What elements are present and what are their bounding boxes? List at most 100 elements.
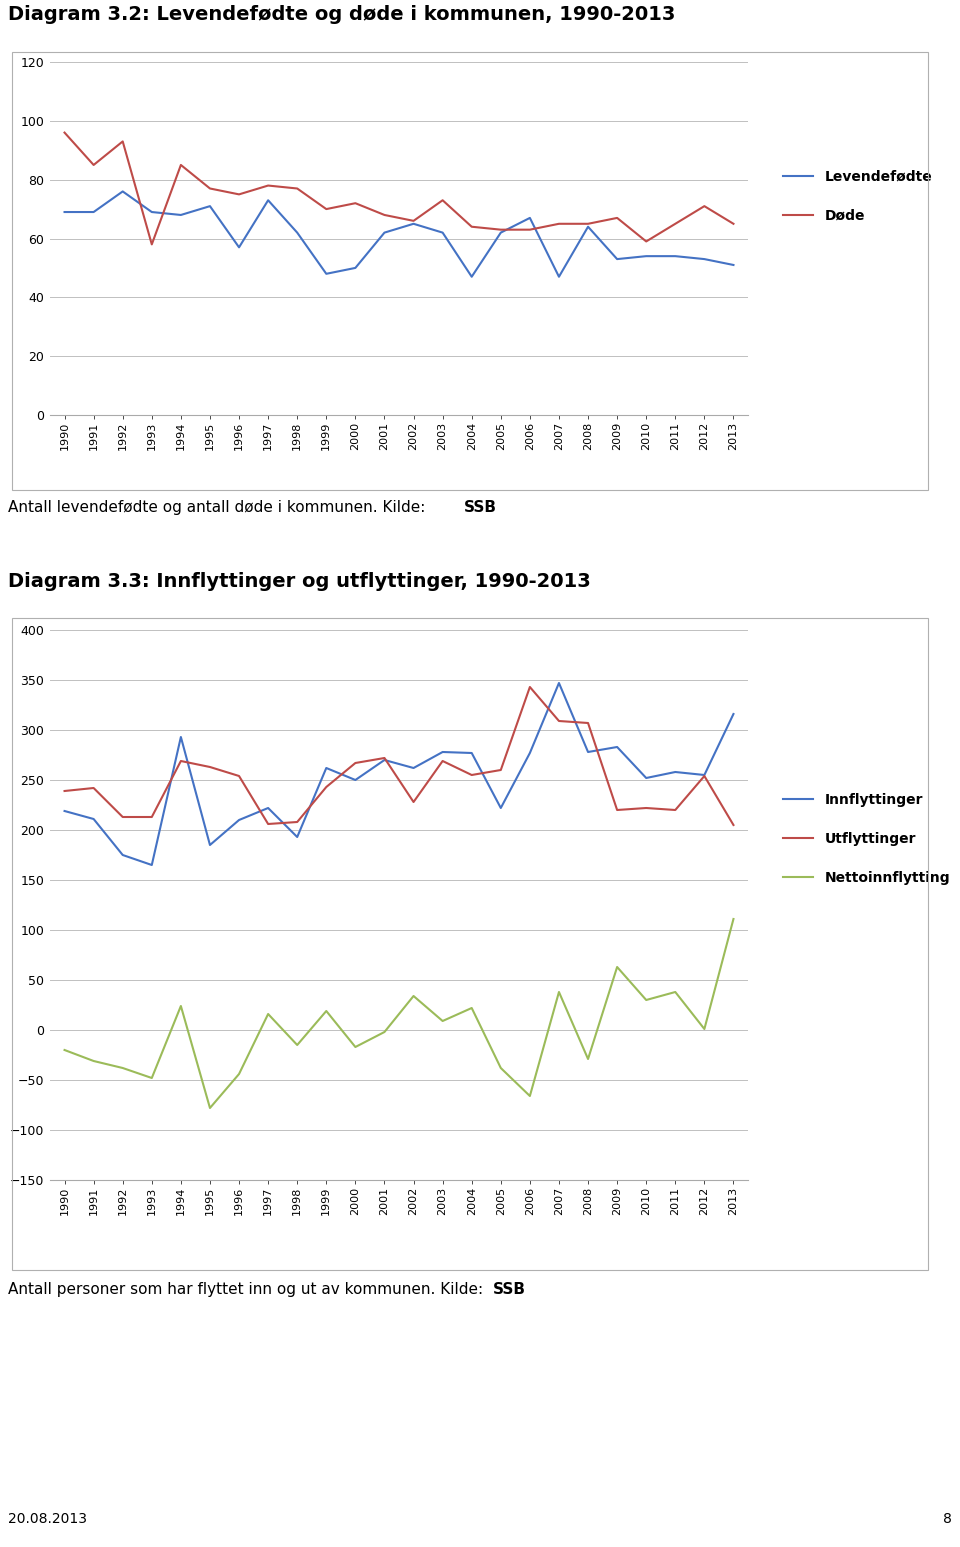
Line: Innflyttinger: Innflyttinger (64, 682, 733, 865)
Innflyttinger (349, 770, 361, 789)
Utflyttinger (408, 792, 420, 811)
Innflyttinger (669, 763, 681, 781)
Døde (233, 186, 245, 204)
Døde (669, 215, 681, 234)
Utflyttinger (437, 752, 448, 770)
Døde (175, 156, 186, 175)
Innflyttinger (378, 750, 390, 769)
Innflyttinger (495, 798, 507, 817)
Døde (117, 131, 129, 150)
Nettoinnflytting (466, 999, 477, 1018)
Døde (553, 215, 564, 234)
Innflyttinger (612, 738, 623, 756)
Innflyttinger (204, 835, 216, 854)
Innflyttinger (524, 744, 536, 763)
Levendefødte (640, 248, 652, 266)
Innflyttinger (175, 727, 186, 746)
Text: 8: 8 (943, 1511, 952, 1525)
Utflyttinger (117, 808, 129, 826)
Levendefødte (437, 223, 448, 241)
Utflyttinger (59, 781, 70, 800)
Døde (612, 209, 623, 227)
Innflyttinger (583, 743, 594, 761)
Nettoinnflytting (146, 1069, 157, 1088)
Nettoinnflytting (583, 1050, 594, 1069)
Nettoinnflytting (88, 1052, 100, 1071)
Utflyttinger (495, 761, 507, 780)
Levendefødte (88, 203, 100, 221)
Utflyttinger (349, 753, 361, 772)
Døde (583, 215, 594, 234)
Utflyttinger (262, 815, 274, 834)
Utflyttinger (612, 801, 623, 820)
Innflyttinger (728, 705, 739, 724)
Levendefødte (378, 223, 390, 241)
Utflyttinger (378, 749, 390, 767)
Utflyttinger (699, 767, 710, 786)
Levendefødte (669, 248, 681, 266)
Innflyttinger (640, 769, 652, 787)
Døde (292, 179, 303, 198)
Innflyttinger (88, 809, 100, 828)
Levendefødte (349, 258, 361, 277)
Innflyttinger (437, 743, 448, 761)
Nettoinnflytting (378, 1023, 390, 1041)
Levendefødte (495, 223, 507, 241)
Innflyttinger (321, 758, 332, 777)
Nettoinnflytting (292, 1036, 303, 1055)
Nettoinnflytting (669, 982, 681, 1001)
Innflyttinger (292, 828, 303, 846)
Utflyttinger (583, 713, 594, 732)
Nettoinnflytting (321, 1002, 332, 1021)
Utflyttinger (292, 812, 303, 831)
Døde (321, 200, 332, 218)
Døde (437, 190, 448, 209)
Nettoinnflytting (262, 1004, 274, 1023)
Innflyttinger (466, 744, 477, 763)
Levendefødte (146, 203, 157, 221)
Levendefødte (175, 206, 186, 224)
Døde (204, 179, 216, 198)
Døde (495, 220, 507, 238)
Døde (728, 215, 739, 234)
Levendefødte (262, 190, 274, 209)
Text: SSB: SSB (492, 1282, 526, 1296)
Nettoinnflytting (204, 1098, 216, 1117)
Nettoinnflytting (612, 958, 623, 976)
Nettoinnflytting (553, 982, 564, 1001)
Text: Diagram 3.2: Levendefødte og døde i kommunen, 1990-2013: Diagram 3.2: Levendefødte og døde i komm… (8, 5, 676, 25)
Line: Utflyttinger: Utflyttinger (64, 687, 733, 825)
Levendefødte (728, 255, 739, 274)
Utflyttinger (640, 798, 652, 817)
Døde (59, 124, 70, 142)
Utflyttinger (204, 758, 216, 777)
Innflyttinger (59, 801, 70, 820)
Nettoinnflytting (175, 996, 186, 1015)
Levendefødte (553, 268, 564, 286)
Line: Nettoinnflytting: Nettoinnflytting (64, 919, 733, 1108)
Døde (466, 218, 477, 237)
Døde (524, 220, 536, 238)
Nettoinnflytting (495, 1058, 507, 1077)
Innflyttinger (117, 846, 129, 865)
Line: Levendefødte: Levendefødte (64, 192, 733, 277)
Nettoinnflytting (117, 1058, 129, 1077)
Døde (408, 212, 420, 231)
Utflyttinger (553, 712, 564, 730)
Levendefødte (117, 183, 129, 201)
Levendefødte (524, 209, 536, 227)
Innflyttinger (233, 811, 245, 829)
Nettoinnflytting (349, 1038, 361, 1057)
Text: Diagram 3.3: Innflyttinger og utflyttinger, 1990-2013: Diagram 3.3: Innflyttinger og utflytting… (8, 572, 590, 591)
Legend: Innflyttinger, Utflyttinger, Nettoinnflytting: Innflyttinger, Utflyttinger, Nettoinnfly… (782, 794, 950, 885)
Line: Døde: Døde (64, 133, 733, 244)
Utflyttinger (524, 678, 536, 696)
Døde (262, 176, 274, 195)
Nettoinnflytting (437, 1012, 448, 1030)
Nettoinnflytting (699, 1019, 710, 1038)
Nettoinnflytting (233, 1064, 245, 1083)
Nettoinnflytting (728, 910, 739, 928)
Innflyttinger (553, 673, 564, 692)
Innflyttinger (408, 758, 420, 777)
Utflyttinger (175, 752, 186, 770)
